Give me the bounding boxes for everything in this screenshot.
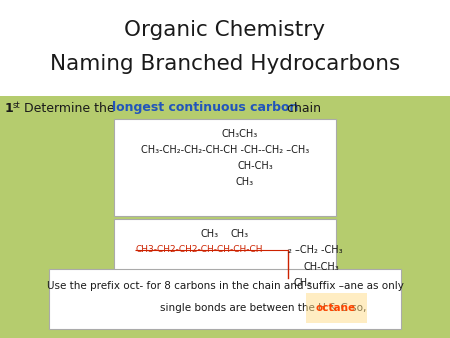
Text: Naming Branched Hydrocarbons: Naming Branched Hydrocarbons xyxy=(50,54,400,74)
Text: CH₃: CH₃ xyxy=(293,278,311,288)
Text: CH₃-CH₂-CH₂-CH-CH -CH--CH₂ –CH₃: CH₃-CH₂-CH₂-CH-CH -CH--CH₂ –CH₃ xyxy=(141,145,309,155)
Text: 1: 1 xyxy=(5,101,14,115)
FancyBboxPatch shape xyxy=(49,269,401,329)
Text: CH₃: CH₃ xyxy=(201,229,219,239)
Bar xyxy=(0,96,450,338)
Text: longest continuous carbon: longest continuous carbon xyxy=(112,101,298,115)
Text: CH₃: CH₃ xyxy=(236,177,254,187)
Bar xyxy=(0,0,450,96)
Text: Determine the: Determine the xyxy=(20,101,119,115)
Text: Use the prefix oct- for 8 carbons in the chain and suffix –ane as only: Use the prefix oct- for 8 carbons in the… xyxy=(46,281,404,291)
Text: CH₃CH₃: CH₃CH₃ xyxy=(222,129,258,139)
Text: CH-CH₃: CH-CH₃ xyxy=(303,262,339,272)
Text: ₂ –CH₂ -CH₃: ₂ –CH₂ -CH₃ xyxy=(288,245,342,255)
Text: Organic Chemistry: Organic Chemistry xyxy=(125,20,325,40)
Text: chain: chain xyxy=(283,101,321,115)
FancyBboxPatch shape xyxy=(114,219,336,316)
Text: st: st xyxy=(13,100,21,110)
Text: CH3-CH2-CH2-CH-CH-CH-CH: CH3-CH2-CH2-CH-CH-CH-CH xyxy=(135,245,262,255)
Text: CH-CH₃: CH-CH₃ xyxy=(237,161,273,171)
FancyBboxPatch shape xyxy=(114,119,336,216)
Text: single bonds are between the H & C so,: single bonds are between the H & C so, xyxy=(160,303,369,313)
Text: octane: octane xyxy=(316,303,356,313)
Text: CH₃: CH₃ xyxy=(231,229,249,239)
